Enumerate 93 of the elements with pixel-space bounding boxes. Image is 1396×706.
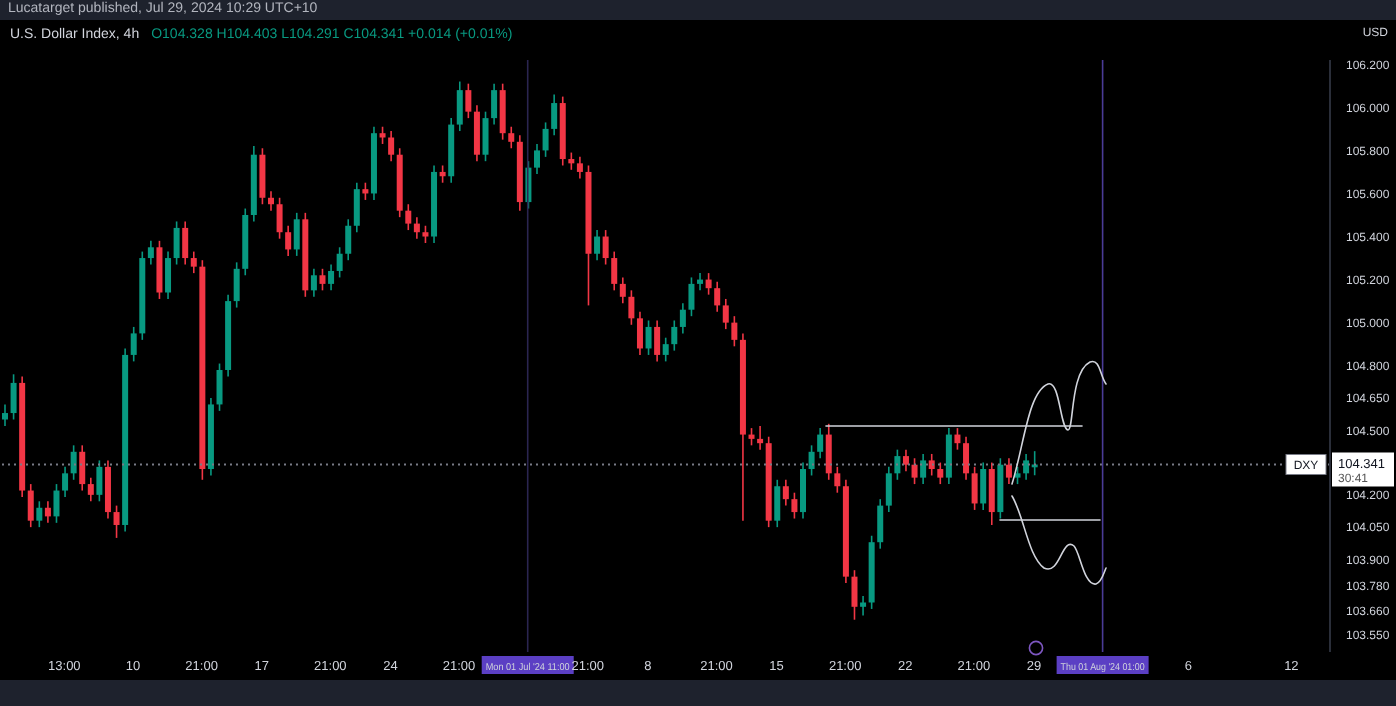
candlestick	[636, 311, 643, 356]
candlestick	[654, 319, 661, 363]
candlestick	[62, 466, 69, 498]
candlestick	[945, 427, 952, 485]
candlestick	[722, 298, 729, 330]
candlestick	[997, 457, 1004, 520]
candlestick	[508, 125, 515, 150]
candlestick	[130, 326, 137, 363]
candlestick	[825, 423, 832, 481]
candlestick	[860, 595, 867, 617]
candlestick	[980, 461, 987, 511]
candlestick	[885, 466, 892, 513]
candlestick	[104, 459, 111, 520]
candlestick	[345, 218, 352, 261]
candlestick	[705, 272, 712, 296]
candlestick	[285, 224, 292, 257]
candlestick	[594, 229, 601, 261]
candlestick	[113, 504, 120, 539]
candlestick	[405, 203, 412, 231]
candlestick	[619, 276, 626, 305]
candlestick	[542, 121, 549, 158]
candlestick	[1005, 457, 1012, 485]
candlestick	[817, 427, 824, 460]
candlestick	[920, 453, 927, 485]
candlestick	[894, 448, 901, 481]
candlestick	[645, 319, 652, 356]
candlestick	[190, 250, 197, 274]
candlestick	[671, 319, 678, 352]
candlestick	[988, 461, 995, 526]
candlestick	[27, 483, 34, 528]
candlestick	[791, 491, 798, 520]
candlestick	[757, 425, 764, 451]
candlestick	[499, 82, 506, 141]
candlestick	[276, 196, 283, 240]
candlestick	[465, 82, 472, 119]
candlestick	[576, 156, 583, 180]
candlestick	[628, 289, 635, 326]
candlestick	[268, 190, 274, 212]
candlestick	[10, 373, 17, 421]
candlestick	[147, 240, 154, 266]
candlestick	[679, 302, 686, 335]
candlestick	[954, 427, 961, 451]
candlestick	[173, 220, 180, 266]
candlestick	[534, 143, 540, 175]
candlestick	[36, 500, 43, 528]
candlestick	[156, 240, 163, 300]
candlestick	[834, 466, 841, 494]
candlestick	[602, 229, 609, 266]
candlestick	[259, 147, 266, 206]
candlestick	[911, 457, 918, 485]
candlestick	[456, 80, 463, 132]
candlestick	[1023, 453, 1030, 481]
candlestick	[877, 498, 884, 550]
candlestick	[851, 569, 858, 621]
candlestick	[165, 250, 172, 300]
candlestick	[1031, 450, 1038, 477]
candlestick	[491, 82, 498, 126]
candlestick	[800, 461, 806, 520]
candlestick	[353, 181, 360, 234]
candlestick	[482, 110, 489, 162]
candlestick	[782, 478, 789, 507]
candlestick	[611, 250, 618, 292]
candlestick	[44, 500, 51, 524]
candlestick	[413, 216, 420, 240]
candlestick	[87, 476, 94, 503]
candlestick	[293, 212, 300, 257]
candlestick	[688, 276, 695, 317]
candlestick	[310, 268, 317, 298]
candlestick	[902, 448, 909, 472]
candlestick	[808, 444, 815, 477]
candlestick	[328, 263, 335, 292]
candlestick	[53, 483, 60, 524]
candlestick	[96, 459, 103, 503]
candlestick	[928, 453, 935, 477]
candlestick	[714, 280, 721, 313]
candlestick	[216, 362, 223, 412]
candlestick	[937, 461, 944, 485]
candlestick	[2, 403, 8, 427]
candlestick	[963, 435, 970, 481]
candlestick	[388, 130, 395, 162]
candlestick	[336, 246, 343, 279]
candlestick	[774, 478, 781, 528]
candlestick	[551, 93, 558, 137]
candlestick	[662, 336, 669, 363]
candlestick	[70, 444, 77, 481]
candlestick	[971, 466, 978, 511]
candlestick	[79, 444, 86, 492]
candlestick	[697, 272, 704, 292]
candlestick	[731, 315, 738, 348]
candlestick	[182, 220, 189, 266]
candlestick	[319, 268, 326, 292]
candlestick	[233, 261, 240, 309]
candlestick	[473, 104, 480, 162]
